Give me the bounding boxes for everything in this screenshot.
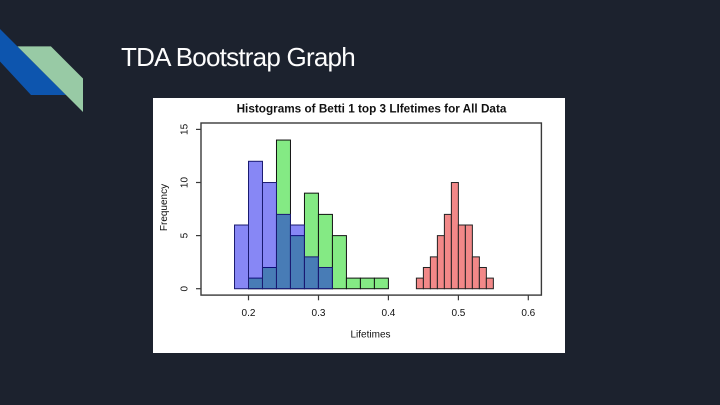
svg-text:0: 0 <box>180 285 191 291</box>
svg-text:Histograms of Betti 1 top 3 LI: Histograms of Betti 1 top 3 LIfetimes fo… <box>237 103 507 116</box>
svg-text:0.2: 0.2 <box>242 308 256 319</box>
svg-text:5: 5 <box>180 232 191 238</box>
svg-text:Frequency: Frequency <box>159 184 170 231</box>
svg-text:Lifetimes: Lifetimes <box>350 330 390 341</box>
svg-text:15: 15 <box>180 123 191 135</box>
svg-text:0.5: 0.5 <box>451 308 465 319</box>
svg-text:0.4: 0.4 <box>381 308 395 319</box>
svg-text:10: 10 <box>180 177 191 189</box>
svg-text:0.3: 0.3 <box>312 308 326 319</box>
svg-text:0.6: 0.6 <box>521 308 535 319</box>
